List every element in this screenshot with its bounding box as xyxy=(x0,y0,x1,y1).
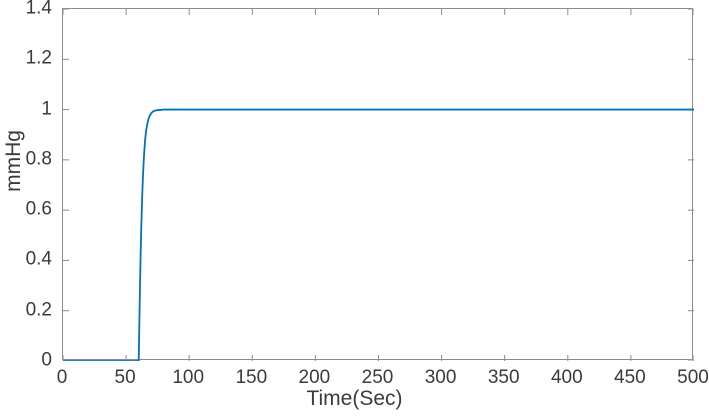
y-tick-label: 1.2 xyxy=(25,47,52,69)
x-tick-label: 200 xyxy=(298,367,331,388)
y-tick-label: 0 xyxy=(41,349,52,371)
x-tick-label: 0 xyxy=(56,367,68,388)
y-axis-title-wrapper: mmHg xyxy=(2,61,25,261)
y-tick-label: 0.6 xyxy=(25,198,52,220)
x-tick-label: 300 xyxy=(424,367,457,388)
y-tick-label: 0.8 xyxy=(25,148,52,170)
x-tick-label: 150 xyxy=(235,367,268,388)
x-tick-label: 450 xyxy=(614,367,646,388)
x-tick-label: 350 xyxy=(487,367,520,388)
data-series-line xyxy=(63,108,694,361)
y-tick-label: 0.2 xyxy=(25,299,52,321)
y-tick-label: 1.4 xyxy=(25,0,52,19)
x-tick-label: 250 xyxy=(361,367,394,388)
y-axis-title: mmHg xyxy=(2,130,25,192)
x-tick-label: 100 xyxy=(172,367,205,388)
y-tick-label: 0.4 xyxy=(25,248,52,270)
chart-svg xyxy=(63,9,694,361)
x-tick-label: 400 xyxy=(550,367,583,388)
x-tick-label: 500 xyxy=(677,367,709,388)
x-tick-label: 50 xyxy=(114,367,136,388)
x-axis-title: Time(Sec) xyxy=(306,387,403,410)
y-tick-label: 1 xyxy=(41,98,52,120)
plot-area xyxy=(62,8,694,361)
tick-marks xyxy=(63,9,694,361)
